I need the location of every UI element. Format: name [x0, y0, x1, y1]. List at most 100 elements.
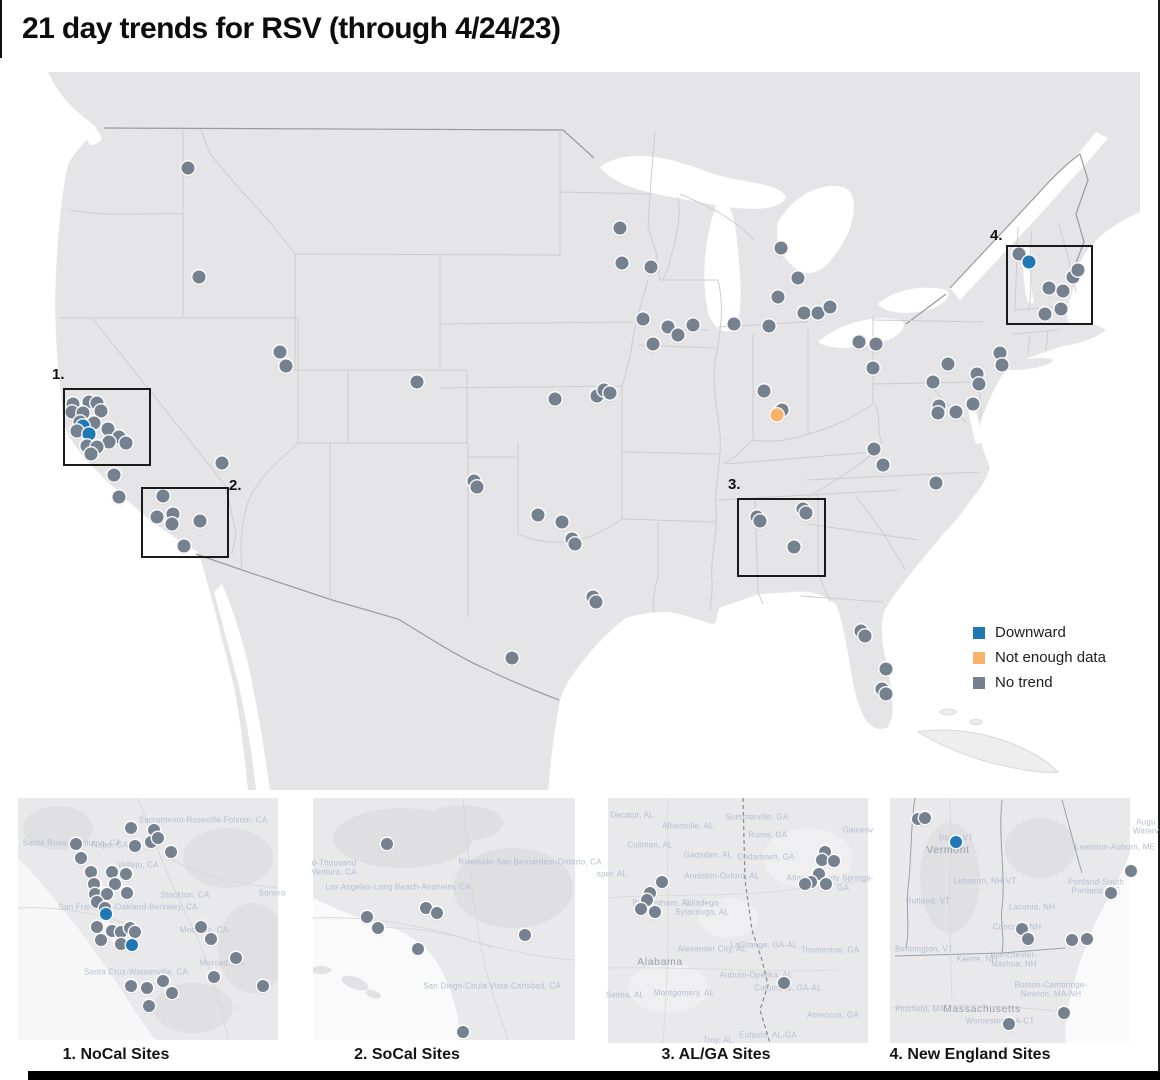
inset-site-dot[interactable]	[919, 812, 931, 824]
inset-site-dot[interactable]	[457, 1026, 469, 1038]
inset-site-dot[interactable]	[100, 908, 112, 920]
inset-site-dot[interactable]	[1105, 887, 1117, 899]
inset-site-dot[interactable]	[519, 929, 531, 941]
inset-site-dot[interactable]	[778, 977, 790, 989]
site-dot[interactable]	[87, 416, 101, 430]
site-dot[interactable]	[589, 595, 603, 609]
site-dot[interactable]	[972, 377, 986, 391]
site-dot[interactable]	[505, 651, 519, 665]
site-dot[interactable]	[774, 241, 788, 255]
inset-site-dot[interactable]	[230, 952, 242, 964]
site-dot[interactable]	[811, 306, 825, 320]
inset-site-dot[interactable]	[101, 888, 113, 900]
site-dot[interactable]	[102, 435, 116, 449]
site-dot[interactable]	[470, 480, 484, 494]
site-dot[interactable]	[867, 442, 881, 456]
inset-site-dot[interactable]	[141, 982, 153, 994]
site-dot[interactable]	[166, 507, 180, 521]
site-dot[interactable]	[1012, 247, 1026, 261]
inset-site-dot[interactable]	[195, 921, 207, 933]
inset-site-dot[interactable]	[816, 854, 828, 866]
site-dot[interactable]	[636, 312, 650, 326]
site-dot[interactable]	[215, 456, 229, 470]
inset-site-dot[interactable]	[420, 902, 432, 914]
site-dot[interactable]	[644, 260, 658, 274]
site-dot[interactable]	[770, 408, 784, 422]
inset-site-dot[interactable]	[828, 855, 840, 867]
site-dot[interactable]	[165, 517, 179, 531]
inset-site-dot[interactable]	[1003, 1018, 1015, 1030]
site-dot[interactable]	[995, 358, 1009, 372]
site-dot[interactable]	[970, 367, 984, 381]
site-dot[interactable]	[852, 335, 866, 349]
site-dot[interactable]	[82, 427, 96, 441]
inset-site-dot[interactable]	[121, 887, 133, 899]
site-dot[interactable]	[177, 539, 191, 553]
site-dot[interactable]	[926, 375, 940, 389]
site-dot[interactable]	[101, 422, 115, 436]
inset-site-dot[interactable]	[165, 846, 177, 858]
inset-site-dot[interactable]	[91, 921, 103, 933]
site-dot[interactable]	[94, 404, 108, 418]
site-dot[interactable]	[661, 320, 675, 334]
inset-site-dot[interactable]	[208, 971, 220, 983]
site-dot[interactable]	[966, 397, 980, 411]
site-dot[interactable]	[156, 489, 170, 503]
site-dot[interactable]	[1071, 263, 1085, 277]
inset-site-dot[interactable]	[950, 836, 962, 848]
inset-site-dot[interactable]	[820, 878, 832, 890]
inset-site-dot[interactable]	[129, 926, 141, 938]
inset-site-dot[interactable]	[126, 939, 138, 951]
site-dot[interactable]	[65, 405, 79, 419]
site-dot[interactable]	[869, 337, 883, 351]
inset-site-dot[interactable]	[649, 906, 661, 918]
site-dot[interactable]	[646, 337, 660, 351]
site-dot[interactable]	[879, 662, 893, 676]
inset-site-dot[interactable]	[115, 938, 127, 950]
site-dot[interactable]	[568, 537, 582, 551]
inset-site-dot[interactable]	[106, 866, 118, 878]
inset-site-dot[interactable]	[635, 903, 647, 915]
inset-site-dot[interactable]	[1125, 865, 1137, 877]
site-dot[interactable]	[671, 328, 685, 342]
inset-site-dot[interactable]	[1022, 933, 1034, 945]
inset-site-dot[interactable]	[120, 868, 132, 880]
inset-site-dot[interactable]	[361, 911, 373, 923]
site-dot[interactable]	[762, 319, 776, 333]
site-dot[interactable]	[1056, 284, 1070, 298]
inset-site-dot[interactable]	[166, 987, 178, 999]
site-dot[interactable]	[753, 514, 767, 528]
inset-site-dot[interactable]	[157, 975, 169, 987]
inset-site-dot[interactable]	[1066, 934, 1078, 946]
inset-site-dot[interactable]	[813, 868, 825, 880]
site-dot[interactable]	[797, 306, 811, 320]
inset-site-dot[interactable]	[372, 922, 384, 934]
inset-site-dot[interactable]	[799, 878, 811, 890]
inset-site-dot[interactable]	[412, 943, 424, 955]
site-dot[interactable]	[181, 161, 195, 175]
site-dot[interactable]	[949, 405, 963, 419]
site-dot[interactable]	[410, 375, 424, 389]
site-dot[interactable]	[531, 508, 545, 522]
site-dot[interactable]	[192, 270, 206, 284]
inset-site-dot[interactable]	[125, 822, 137, 834]
site-dot[interactable]	[603, 386, 617, 400]
site-dot[interactable]	[1054, 302, 1068, 316]
site-dot[interactable]	[727, 317, 741, 331]
inset-site-dot[interactable]	[95, 934, 107, 946]
inset-site-dot[interactable]	[656, 876, 668, 888]
site-dot[interactable]	[613, 221, 627, 235]
site-dot[interactable]	[615, 256, 629, 270]
site-dot[interactable]	[823, 300, 837, 314]
site-dot[interactable]	[1042, 281, 1056, 295]
inset-site-dot[interactable]	[381, 838, 393, 850]
site-dot[interactable]	[787, 540, 801, 554]
site-dot[interactable]	[799, 506, 813, 520]
site-dot[interactable]	[107, 468, 121, 482]
inset-site-dot[interactable]	[88, 878, 100, 890]
site-dot[interactable]	[993, 346, 1007, 360]
site-dot[interactable]	[119, 436, 133, 450]
inset-site-dot[interactable]	[75, 852, 87, 864]
site-dot[interactable]	[193, 514, 207, 528]
site-dot[interactable]	[1022, 255, 1036, 269]
